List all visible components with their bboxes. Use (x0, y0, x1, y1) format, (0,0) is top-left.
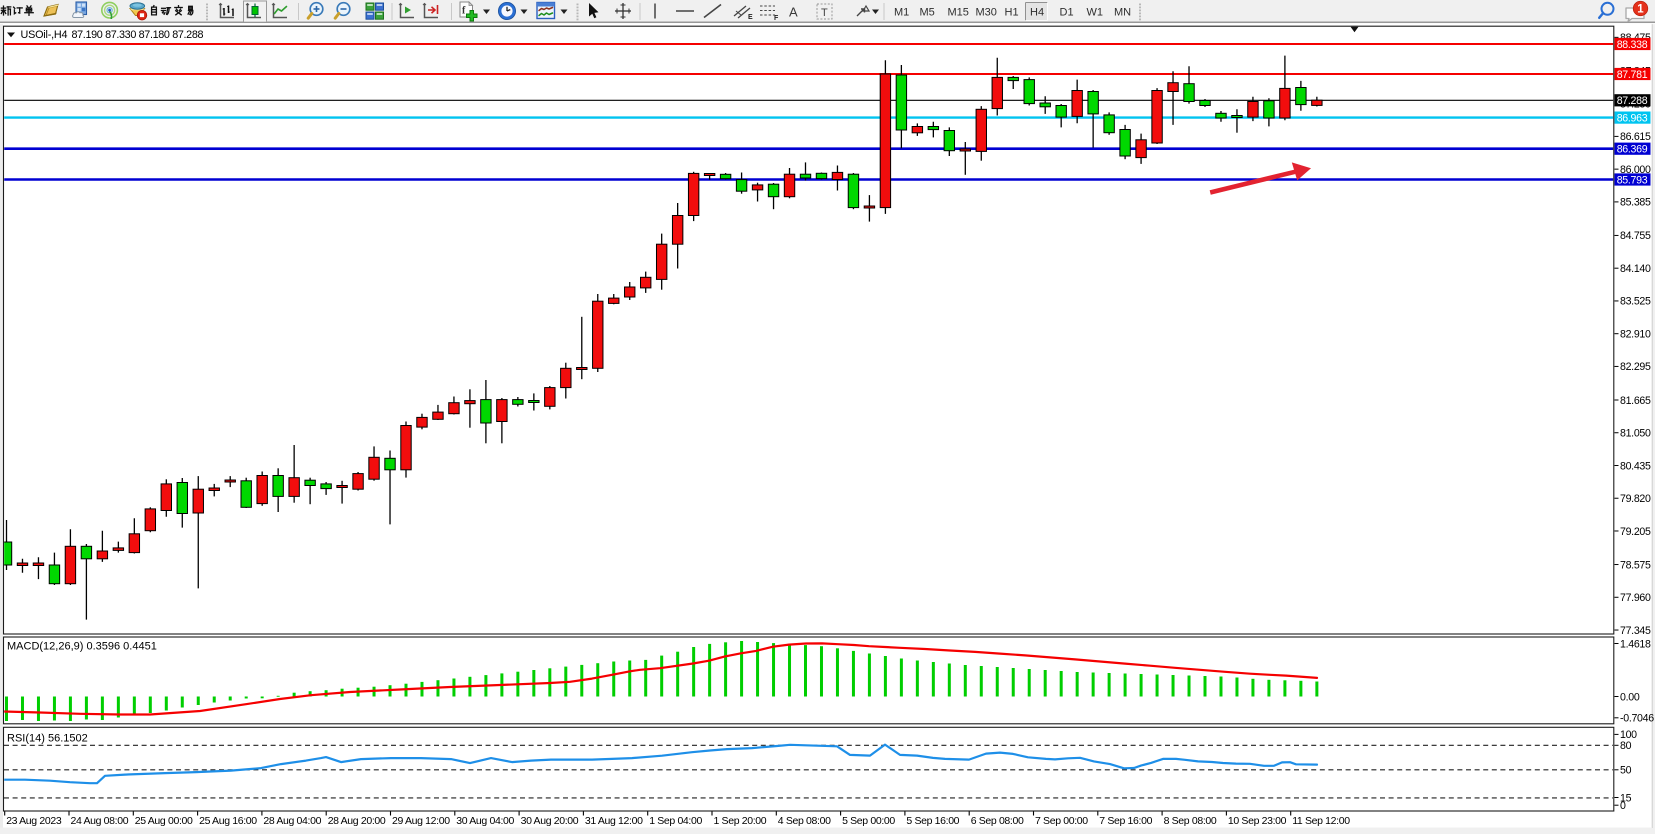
svg-text:H4: H4 (1030, 7, 1044, 19)
svg-text:MN: MN (1114, 7, 1131, 19)
svg-text:D1: D1 (1060, 7, 1074, 19)
svg-text:30 Aug 20:00: 30 Aug 20:00 (521, 815, 579, 827)
svg-text:25 Aug 00:00: 25 Aug 00:00 (135, 815, 193, 827)
svg-text:83.525: 83.525 (1620, 296, 1651, 308)
svg-text:30 Aug 04:00: 30 Aug 04:00 (456, 815, 514, 827)
svg-text:28 Aug 20:00: 28 Aug 20:00 (328, 815, 386, 827)
svg-text:1.4618: 1.4618 (1620, 638, 1651, 650)
svg-text:1 Sep 20:00: 1 Sep 20:00 (714, 815, 767, 827)
svg-text:RSI(14) 56.1502: RSI(14) 56.1502 (7, 733, 88, 745)
svg-text:87.288: 87.288 (1617, 95, 1648, 107)
svg-text:86.000: 86.000 (1620, 164, 1651, 176)
svg-text:100: 100 (1620, 729, 1637, 741)
svg-text:80: 80 (1620, 740, 1632, 752)
svg-text:78.575: 78.575 (1620, 559, 1651, 571)
svg-text:15: 15 (1620, 792, 1632, 804)
svg-text:f: f (462, 6, 466, 17)
svg-text:5 Sep 00:00: 5 Sep 00:00 (842, 815, 895, 827)
svg-text:79.205: 79.205 (1620, 526, 1651, 538)
svg-text:81.665: 81.665 (1620, 395, 1651, 407)
svg-text:84.140: 84.140 (1620, 263, 1651, 275)
svg-text:5 Sep 16:00: 5 Sep 16:00 (906, 815, 959, 827)
svg-text:USOil-,H4: USOil-,H4 (21, 29, 68, 41)
svg-text:T: T (821, 7, 828, 19)
svg-text:-0.7046: -0.7046 (1620, 713, 1654, 725)
svg-text:79.820: 79.820 (1620, 493, 1651, 505)
svg-text:M15: M15 (948, 7, 969, 19)
svg-text:80.435: 80.435 (1620, 460, 1651, 472)
svg-text:7 Sep 16:00: 7 Sep 16:00 (1099, 815, 1152, 827)
svg-text:M30: M30 (976, 7, 997, 19)
svg-text:50: 50 (1620, 765, 1632, 777)
svg-text:85.793: 85.793 (1617, 174, 1648, 186)
svg-text:A: A (789, 5, 798, 20)
svg-text:4 Sep 08:00: 4 Sep 08:00 (778, 815, 831, 827)
svg-text:0: 0 (1620, 800, 1626, 812)
svg-text:1 Sep 04:00: 1 Sep 04:00 (649, 815, 702, 827)
svg-text:24 Aug 08:00: 24 Aug 08:00 (71, 815, 129, 827)
svg-text:W1: W1 (1087, 7, 1104, 19)
svg-text:31 Aug 12:00: 31 Aug 12:00 (585, 815, 643, 827)
svg-text:77.345: 77.345 (1620, 625, 1651, 637)
svg-text:10 Sep 23:00: 10 Sep 23:00 (1228, 815, 1287, 827)
svg-text:77.960: 77.960 (1620, 592, 1651, 604)
svg-text:11 Sep 12:00: 11 Sep 12:00 (1292, 815, 1350, 827)
svg-text:F: F (774, 15, 779, 22)
svg-text:M1: M1 (894, 7, 909, 19)
svg-text:88.338: 88.338 (1617, 39, 1648, 51)
svg-text:23 Aug 2023: 23 Aug 2023 (6, 815, 62, 827)
svg-text:82.295: 82.295 (1620, 361, 1651, 373)
svg-text:7 Sep 00:00: 7 Sep 00:00 (1035, 815, 1088, 827)
svg-text:82.910: 82.910 (1620, 328, 1651, 340)
svg-text:MACD(12,26,9) 0.3596 0.4451: MACD(12,26,9) 0.3596 0.4451 (7, 641, 157, 653)
svg-text:86.615: 86.615 (1620, 131, 1651, 143)
svg-text:86.963: 86.963 (1617, 113, 1648, 125)
svg-text:85.385: 85.385 (1620, 197, 1651, 209)
svg-text:29 Aug 12:00: 29 Aug 12:00 (392, 815, 450, 827)
svg-text:E: E (748, 14, 753, 21)
svg-text:H1: H1 (1005, 7, 1019, 19)
svg-text:8 Sep 08:00: 8 Sep 08:00 (1164, 815, 1217, 827)
svg-text:87.190 87.330 87.180 87.288: 87.190 87.330 87.180 87.288 (72, 29, 204, 41)
svg-text:81.050: 81.050 (1620, 428, 1651, 440)
svg-text:84.755: 84.755 (1620, 230, 1651, 242)
svg-text:6 Sep 08:00: 6 Sep 08:00 (971, 815, 1024, 827)
svg-text:M5: M5 (920, 7, 935, 19)
svg-text:28 Aug 04:00: 28 Aug 04:00 (263, 815, 321, 827)
svg-text:87.781: 87.781 (1617, 69, 1648, 81)
svg-text:86.369: 86.369 (1617, 144, 1648, 156)
svg-text:25 Aug 16:00: 25 Aug 16:00 (199, 815, 257, 827)
svg-text:1: 1 (1637, 4, 1644, 16)
svg-text:0.00: 0.00 (1620, 691, 1640, 703)
